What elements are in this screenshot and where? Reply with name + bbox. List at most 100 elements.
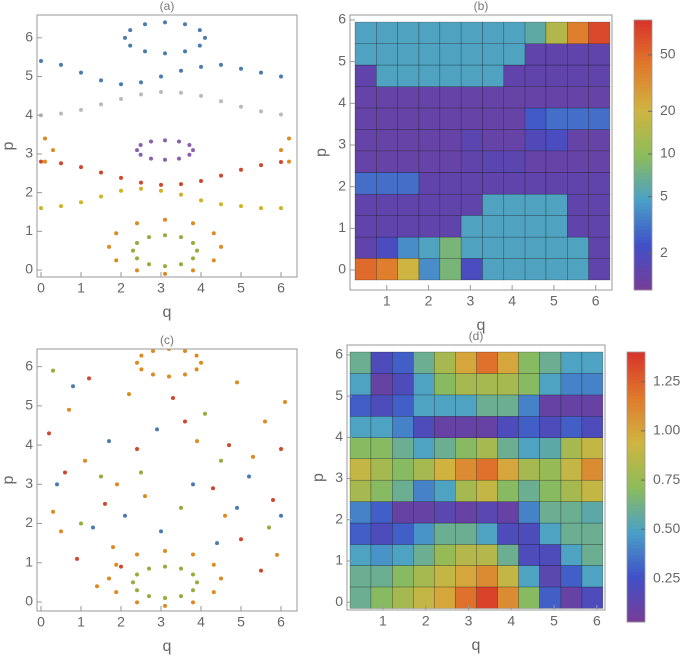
colorbar-slice bbox=[627, 598, 645, 603]
colorbar-slice bbox=[627, 618, 645, 623]
point bbox=[67, 407, 71, 412]
y-tick-label: 2 bbox=[335, 510, 343, 526]
x-axis-label: q bbox=[472, 637, 481, 654]
colorbar-slice bbox=[627, 503, 645, 508]
point bbox=[39, 59, 43, 64]
colorbar-slice bbox=[634, 198, 652, 203]
point bbox=[51, 148, 55, 153]
colorbar-slice bbox=[627, 578, 645, 582]
colorbar-tick-label: 5 bbox=[660, 187, 668, 203]
heat-cell bbox=[370, 479, 393, 502]
point bbox=[259, 568, 263, 573]
heat-cell bbox=[418, 150, 441, 173]
heat-cell bbox=[370, 522, 393, 545]
heat-cell bbox=[581, 394, 604, 417]
heat-cell bbox=[460, 107, 483, 130]
point bbox=[191, 482, 195, 487]
heat-cell bbox=[567, 236, 589, 259]
point bbox=[199, 93, 203, 98]
heat-cell bbox=[418, 21, 441, 44]
colorbar-slice bbox=[634, 80, 652, 85]
colorbar-slice bbox=[634, 279, 652, 284]
point bbox=[211, 590, 216, 595]
heat-cell bbox=[545, 215, 568, 238]
point bbox=[179, 262, 183, 267]
heat-cell bbox=[354, 43, 377, 66]
colorbar-slice bbox=[627, 588, 645, 593]
heat-cell bbox=[482, 129, 505, 152]
colorbar-slice bbox=[627, 419, 645, 424]
colorbar-slice bbox=[627, 443, 645, 447]
heat-cell bbox=[476, 373, 498, 396]
colorbar-slice bbox=[634, 276, 652, 281]
point bbox=[151, 349, 155, 353]
colorbar-slice bbox=[627, 436, 645, 441]
colorbar-slice bbox=[627, 399, 645, 404]
heat-cell bbox=[460, 215, 483, 238]
colorbar-slice bbox=[627, 510, 645, 515]
heat-cell bbox=[497, 586, 519, 609]
heat-cell bbox=[545, 150, 568, 173]
x-tick-label: 6 bbox=[277, 280, 285, 296]
point bbox=[59, 111, 63, 116]
colorbar-slice bbox=[634, 104, 652, 109]
point bbox=[179, 182, 183, 187]
point bbox=[191, 572, 195, 577]
heat-cell bbox=[454, 437, 477, 459]
heat-cell bbox=[370, 394, 393, 417]
point bbox=[211, 562, 216, 567]
colorbar-slice bbox=[627, 551, 645, 555]
x-tick-label: 1 bbox=[77, 614, 85, 630]
heat-cell bbox=[439, 236, 462, 259]
colorbar-slice bbox=[634, 131, 652, 136]
heat-cell bbox=[524, 193, 547, 216]
colorbar-slice bbox=[634, 212, 652, 217]
heat-cell bbox=[439, 21, 462, 44]
heat-cell bbox=[524, 172, 547, 195]
point bbox=[119, 82, 123, 87]
heat-cell bbox=[460, 258, 483, 281]
heat-cell bbox=[518, 586, 540, 609]
heat-cell bbox=[588, 193, 611, 216]
heat-cell bbox=[397, 193, 420, 216]
colorbar-slice bbox=[634, 114, 652, 119]
point bbox=[191, 552, 195, 557]
colorbar-slice bbox=[627, 358, 645, 363]
heat-cell bbox=[588, 21, 611, 44]
colorbar-slice bbox=[634, 161, 652, 166]
heat-cell bbox=[418, 193, 441, 216]
heat-cell bbox=[560, 416, 583, 438]
point bbox=[191, 256, 195, 261]
heat-cell bbox=[560, 458, 583, 481]
point bbox=[279, 74, 283, 79]
heat-cell bbox=[497, 458, 519, 481]
point bbox=[239, 204, 243, 209]
colorbar-slice bbox=[634, 33, 652, 38]
heat-cell bbox=[454, 394, 477, 417]
heat-cell bbox=[392, 437, 414, 459]
colorbar-slice bbox=[627, 520, 645, 525]
heat-cell bbox=[454, 586, 477, 609]
heat-cell bbox=[392, 394, 414, 417]
colorbar-slice bbox=[627, 429, 645, 434]
heat-cell bbox=[503, 86, 526, 109]
point bbox=[219, 99, 223, 104]
y-tick-label: 1 bbox=[25, 222, 33, 238]
colorbar-slice bbox=[634, 40, 652, 45]
point bbox=[83, 458, 87, 463]
point bbox=[115, 482, 119, 487]
colorbar-slice bbox=[634, 239, 652, 244]
y-tick-label: 6 bbox=[338, 11, 346, 27]
colorbar-tick-label: 1.00 bbox=[653, 422, 680, 438]
colorbar-slice bbox=[634, 249, 652, 254]
x-tick-label: 6 bbox=[277, 614, 285, 630]
heat-cell bbox=[376, 258, 398, 281]
point bbox=[167, 374, 171, 379]
colorbar-slice bbox=[634, 84, 652, 88]
heat-cell bbox=[497, 373, 519, 396]
colorbar-slice bbox=[634, 26, 652, 31]
heat-cell bbox=[524, 236, 547, 259]
point bbox=[139, 92, 143, 97]
point bbox=[123, 513, 127, 518]
heat-cell bbox=[476, 501, 498, 524]
